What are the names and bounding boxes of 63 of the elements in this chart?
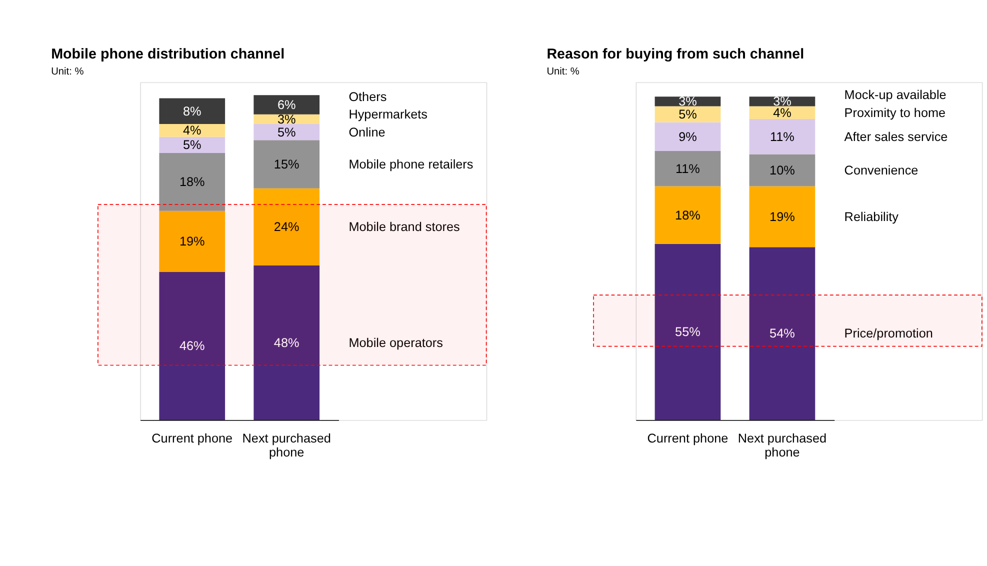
text: Mobile operators — [348, 336, 443, 350]
bar — [159, 124, 226, 137]
data-label: 48% — [274, 336, 300, 350]
x-tick-label: Next purchased phone — [242, 431, 331, 460]
chart-title: Reason for buying from such channel — [546, 46, 804, 63]
bar — [749, 154, 816, 186]
text: Price/promotion — [844, 326, 933, 341]
data-label: 15% — [274, 157, 300, 172]
text: Proximity to home — [844, 106, 946, 120]
bar — [159, 136, 226, 153]
x-tick-label: Current phone — [152, 431, 233, 446]
data-label: 46% — [179, 339, 205, 354]
bar — [159, 98, 226, 124]
bar — [254, 140, 320, 188]
data-label: 24% — [274, 220, 300, 234]
bar — [749, 186, 816, 248]
data-label: 11% — [770, 130, 794, 144]
bar — [654, 122, 721, 152]
text: Hypermarkets — [348, 108, 428, 122]
data-label: 55% — [675, 325, 700, 340]
data-label: 10% — [770, 163, 795, 178]
data-label: 18% — [179, 175, 205, 190]
text: Others — [348, 90, 387, 104]
data-label: 3% — [678, 94, 697, 109]
text: Unit: % — [546, 66, 580, 78]
text: Online — [348, 125, 386, 140]
data-label: 9% — [678, 130, 697, 144]
data-label: 5% — [277, 125, 296, 140]
bar — [159, 152, 226, 211]
bar — [159, 272, 226, 420]
data-label: 5% — [678, 107, 697, 122]
data-label: 19% — [770, 210, 795, 224]
text: Reliability — [844, 210, 900, 224]
text: Mobile phone retailers — [348, 157, 474, 172]
chart-title: Mobile phone distribution channel — [51, 46, 285, 63]
text: Mobile brand stores — [348, 220, 460, 234]
bar — [654, 244, 721, 420]
bar — [654, 186, 721, 244]
data-label: 18% — [675, 208, 700, 222]
data-label: 4% — [182, 124, 202, 138]
data-label: 6% — [277, 98, 296, 112]
data-label: 5% — [182, 138, 202, 152]
x-tick-label: Next purchased phone — [738, 431, 827, 460]
data-label: 54% — [770, 326, 795, 341]
bar — [254, 266, 320, 420]
bar — [159, 210, 226, 272]
data-label: 3% — [277, 112, 296, 126]
data-label: 8% — [182, 104, 202, 118]
x-tick-label: Current phone — [647, 431, 728, 446]
text: After sales service — [844, 130, 948, 144]
bar — [654, 151, 721, 186]
bar — [749, 106, 816, 120]
text: Unit: % — [51, 66, 84, 78]
text: Convenience — [844, 163, 918, 178]
bar — [254, 95, 320, 114]
data-label: 11% — [676, 162, 700, 176]
bar — [749, 119, 816, 154]
bar — [254, 188, 320, 266]
bar — [749, 247, 816, 420]
bar — [654, 106, 721, 122]
data-label: 19% — [179, 234, 205, 249]
text: Mock-up available — [844, 88, 946, 102]
bar — [254, 124, 320, 140]
